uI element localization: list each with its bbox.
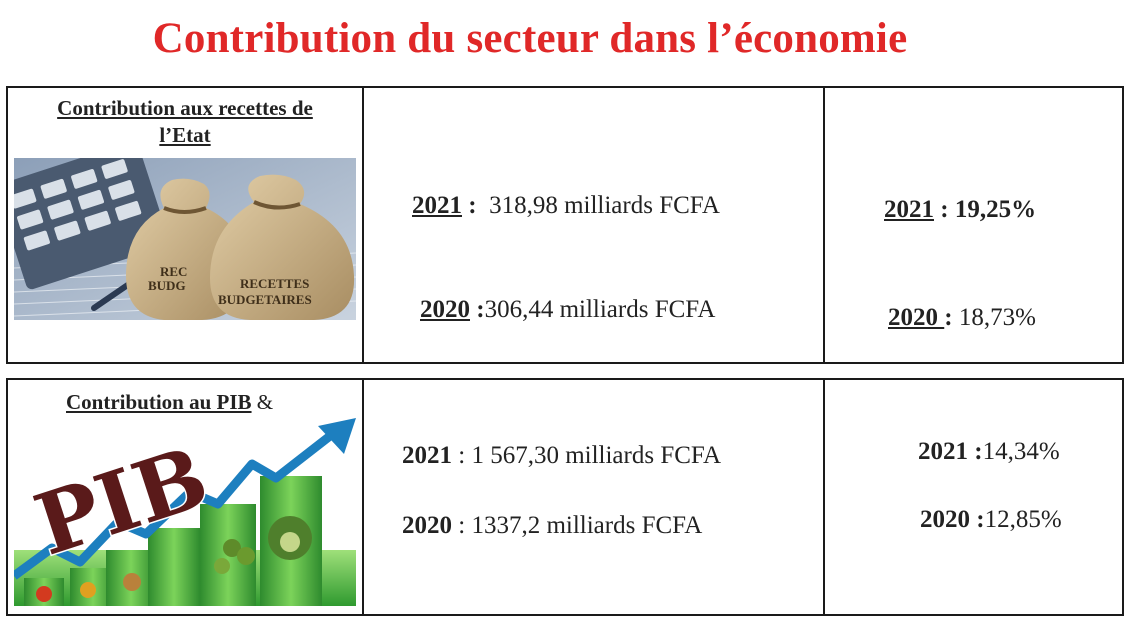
divider [823, 380, 825, 614]
gdp-amount-2020: 2020 : 1337,2 milliards FCFA [402, 512, 702, 540]
svg-text:BUDGETAIRES: BUDGETAIRES [218, 292, 312, 307]
revenue-percent-2021: 2021 : 19,25% [884, 196, 1036, 224]
state-revenue-panel: Contribution aux recettes de l’Etat [6, 86, 1124, 364]
separator: : [970, 506, 985, 533]
gdp-label-suffix: & [251, 390, 274, 414]
percent-value: 19,25% [954, 196, 1037, 223]
year-label: 2021 [402, 442, 452, 469]
separator: : [462, 192, 477, 219]
year-label: 2020 [920, 506, 970, 533]
revenue-amount-2021: 2021 : 318,98 milliards FCFA [412, 192, 720, 220]
revenue-amount-2020: 2020 :306,44 milliards FCFA [420, 296, 715, 324]
year-label: 2021 [884, 196, 934, 223]
revenue-percent-2020: 2020 : 18,73% [888, 304, 1036, 332]
gdp-label-text: Contribution au PIB [66, 390, 252, 414]
year-label: 2020 [888, 304, 945, 331]
gdp-percent-2021: 2021 :14,34% [918, 438, 1060, 466]
svg-text:REC: REC [160, 264, 187, 279]
year-label: 2020 [420, 296, 470, 323]
separator: : [944, 304, 959, 331]
label-line: l’Etat [159, 123, 211, 147]
separator: : [968, 438, 983, 465]
gdp-amount-2021: 2021 : 1 567,30 milliards FCFA [402, 442, 721, 470]
percent-value: 14,34% [982, 438, 1060, 465]
amount-value: 318,98 milliards FCFA [476, 192, 720, 219]
amount-value: 306,44 milliards FCFA [484, 296, 716, 323]
year-label: 2021 [412, 192, 462, 219]
divider [362, 88, 364, 362]
separator: : [452, 442, 472, 469]
gdp-panel: Contribution au PIB & [6, 378, 1124, 616]
gdp-percent-2020: 2020 :12,85% [920, 506, 1062, 534]
divider [823, 88, 825, 362]
separator: : [470, 296, 485, 323]
pib-illustration: PIB [14, 418, 356, 606]
divider [362, 380, 364, 614]
svg-text:RECETTES: RECETTES [240, 276, 309, 291]
percent-value: 12,85% [984, 506, 1062, 533]
separator: : [934, 196, 955, 223]
amount-value: 1 567,30 milliards FCFA [471, 442, 722, 469]
gdp-label: Contribution au PIB & [66, 390, 273, 415]
label-line: Contribution aux recettes de [57, 96, 313, 120]
money-bags-illustration: REC BUDG RECETTES BUDGETAIRES [14, 158, 356, 320]
state-revenue-label: Contribution aux recettes de l’Etat [30, 96, 340, 148]
money-bags-calculator-image: REC BUDG RECETTES BUDGETAIRES [14, 158, 356, 320]
separator: : [452, 512, 472, 539]
percent-value: 18,73% [958, 304, 1036, 331]
year-label: 2021 [918, 438, 968, 465]
year-label: 2020 [402, 512, 452, 539]
svg-text:BUDG: BUDG [148, 278, 186, 293]
amount-value: 1337,2 milliards FCFA [471, 512, 703, 539]
pib-growth-chart-image: PIB [14, 418, 356, 606]
page-title: Contribution du secteur dans l’économie [152, 15, 908, 62]
